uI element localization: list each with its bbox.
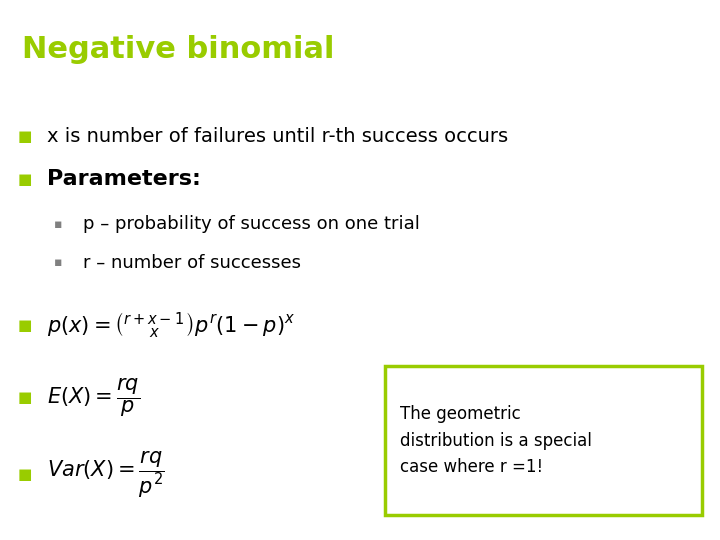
Text: r – number of successes: r – number of successes <box>83 254 301 272</box>
Text: ■: ■ <box>18 318 32 333</box>
Text: ■: ■ <box>18 467 32 482</box>
Text: $p(x) = \binom{r+x-1}{x}p^r(1-p)^x$: $p(x) = \binom{r+x-1}{x}p^r(1-p)^x$ <box>47 310 295 341</box>
Text: ■: ■ <box>18 172 32 187</box>
Text: x is number of failures until r-th success occurs: x is number of failures until r-th succe… <box>47 127 508 146</box>
Text: The geometric
distribution is a special
case where r =1!: The geometric distribution is a special … <box>400 406 591 476</box>
Text: Negative binomial: Negative binomial <box>22 35 334 64</box>
Text: ▪: ▪ <box>54 218 63 231</box>
Text: ■: ■ <box>18 129 32 144</box>
Text: ▪: ▪ <box>54 256 63 269</box>
Text: ■: ■ <box>18 390 32 406</box>
Text: p – probability of success on one trial: p – probability of success on one trial <box>83 215 420 233</box>
FancyBboxPatch shape <box>385 367 702 515</box>
Text: $Var(X) = \dfrac{rq}{p^2}$: $Var(X) = \dfrac{rq}{p^2}$ <box>47 450 165 500</box>
Text: Parameters:: Parameters: <box>47 169 201 190</box>
Text: $E(X) = \dfrac{rq}{p}$: $E(X) = \dfrac{rq}{p}$ <box>47 377 140 419</box>
